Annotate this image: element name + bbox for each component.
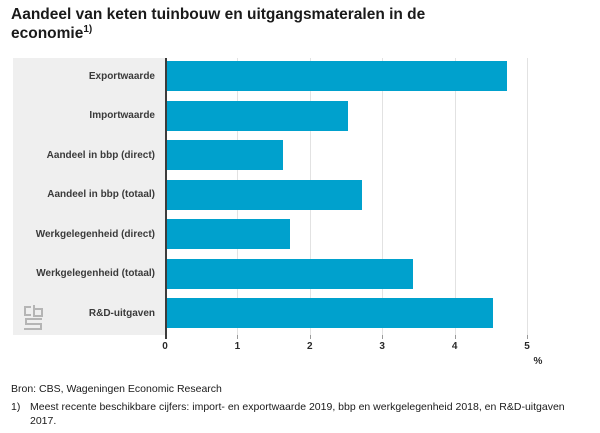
y-axis-line bbox=[165, 58, 167, 335]
x-tick-mark bbox=[237, 335, 239, 339]
chart-title-text: Aandeel van keten tuinbouw en uitgangsma… bbox=[11, 6, 426, 42]
x-axis-unit-label: % bbox=[533, 356, 543, 367]
x-tick-mark bbox=[165, 335, 167, 339]
chart-title: Aandeel van keten tuinbouw en uitgangsma… bbox=[11, 5, 491, 43]
bar bbox=[167, 298, 493, 329]
x-tick-mark bbox=[527, 335, 528, 339]
category-label: Aandeel in bbp (totaal) bbox=[47, 189, 155, 201]
gridline bbox=[527, 58, 528, 335]
category-label: Aandeel in bbp (direct) bbox=[46, 149, 155, 161]
cbs-logo-icon bbox=[24, 305, 43, 330]
bar bbox=[167, 258, 414, 289]
footnote: 1) Meest recente beschikbare cijfers: im… bbox=[11, 400, 570, 428]
x-tick-label: 2 bbox=[307, 341, 313, 352]
bar bbox=[167, 61, 508, 91]
source-text: Bron: CBS, Wageningen Economic Research bbox=[11, 383, 222, 395]
plot-area bbox=[165, 58, 588, 335]
footnote-text: Meest recente beschikbare cijfers: impor… bbox=[30, 401, 565, 427]
x-tick-mark bbox=[382, 335, 384, 339]
category-label: R&D-uitgaven bbox=[88, 307, 155, 319]
category-label: Exportwaarde bbox=[88, 70, 155, 82]
x-axis: 0 1 2 3 4 5 bbox=[162, 341, 588, 355]
x-tick-label: 0 bbox=[162, 341, 168, 352]
x-tick-label: 5 bbox=[524, 341, 530, 352]
bar bbox=[167, 100, 348, 131]
category-label: Werkgelegenheid (totaal) bbox=[36, 268, 155, 280]
title-footnote-marker: 1) bbox=[83, 23, 93, 35]
chart-panel: Exportwaarde Importwaarde Aandeel in bbp (… bbox=[13, 58, 588, 335]
x-tick-label: 1 bbox=[234, 341, 241, 352]
x-tick-label: 3 bbox=[379, 341, 385, 352]
bar bbox=[167, 219, 291, 250]
category-label: Werkgelegenheid (direct) bbox=[35, 228, 155, 240]
footnote-marker: 1) bbox=[11, 401, 21, 413]
bar bbox=[167, 179, 363, 210]
gridline bbox=[382, 58, 384, 335]
bar bbox=[167, 140, 283, 171]
x-tick-label: 4 bbox=[451, 341, 458, 352]
gridline bbox=[454, 58, 456, 335]
x-tick-mark bbox=[309, 335, 311, 339]
x-tick-mark bbox=[454, 335, 456, 339]
category-label: Importwaarde bbox=[89, 110, 155, 122]
